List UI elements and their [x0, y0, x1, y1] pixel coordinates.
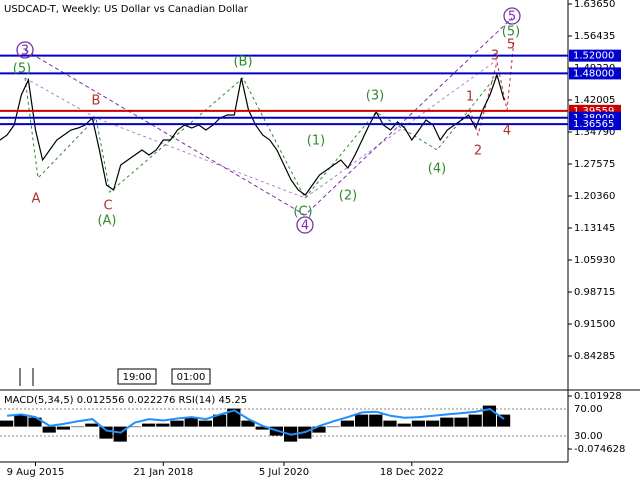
y-tick-label: 1.63650 — [574, 0, 615, 10]
wave-label: 3 — [491, 49, 499, 64]
macd-bar — [99, 426, 113, 439]
level-label: 1.36565 — [573, 119, 614, 130]
wave-label: (B) — [233, 55, 252, 70]
wave-label: (5) — [13, 62, 31, 77]
macd-bar — [170, 420, 184, 427]
wave-guide — [24, 74, 498, 199]
macd-bar — [142, 423, 156, 427]
wave-label: (5) — [502, 25, 520, 40]
macd-bar — [213, 414, 227, 427]
rsi-line — [7, 407, 505, 436]
y-tick-label: 1.20360 — [574, 191, 615, 202]
macd-bar — [42, 426, 56, 433]
macd-bar — [156, 423, 170, 427]
rsi-tick-label: 70.00 — [574, 404, 603, 415]
time-marker-box — [117, 368, 157, 385]
y-tick-label: 1.27575 — [574, 159, 615, 170]
x-tick-label: 21 Jan 2018 — [133, 467, 193, 478]
wave-guide — [24, 59, 498, 199]
macd-bar — [383, 420, 397, 427]
wave-label: A — [32, 192, 41, 207]
macd-bar — [440, 417, 454, 427]
wave-label: (3) — [366, 89, 384, 104]
wave-label: B — [92, 94, 101, 109]
wave-label: (1) — [307, 134, 325, 149]
wave-guide — [24, 17, 513, 216]
macd-bar — [454, 417, 468, 427]
macd-bar — [198, 420, 212, 427]
macd-bar — [127, 426, 141, 428]
y-tick-label: 1.42005 — [574, 95, 615, 106]
macd-bar — [0, 420, 14, 427]
chart-title: USDCAD-T, Weekly: US Dollar vs Canadian … — [4, 4, 249, 15]
level-label-box — [569, 67, 621, 80]
wave-label: 5 — [508, 10, 516, 25]
indicator-label: MACD(5,34,5) 0.012556 0.022276 RSI(14) 4… — [4, 395, 247, 406]
macd-bar — [326, 426, 340, 428]
macd-bar — [355, 414, 369, 427]
macd-bar — [312, 426, 326, 433]
x-tick-label: 5 Jul 2020 — [259, 467, 309, 478]
y-tick-label: 0.84285 — [574, 351, 615, 362]
macd-bar — [397, 423, 411, 427]
macd-bar — [28, 417, 42, 427]
macd-bar — [184, 417, 198, 427]
wave-label: 4 — [301, 219, 309, 234]
wave-label: 2 — [474, 144, 482, 159]
wave-label: 4 — [503, 124, 511, 139]
macd-bar — [369, 414, 383, 427]
macd-bar — [255, 426, 269, 430]
time-marker: 19:00 — [123, 372, 152, 383]
macd-bar — [85, 423, 99, 427]
level-label: 1.39559 — [573, 106, 614, 117]
wave-label: (A) — [97, 214, 116, 229]
level-label: 1.52000 — [573, 51, 614, 62]
y-tick-label: 0.91500 — [574, 319, 615, 330]
wave-label: 3 — [21, 44, 29, 59]
macd-bar — [71, 426, 85, 428]
y-tick-label: 1.56435 — [574, 31, 615, 42]
macd-tick-label: 0.101928 — [574, 391, 622, 402]
wave-label: C — [103, 199, 112, 214]
level-label-box — [569, 118, 621, 131]
level-label-box — [569, 49, 621, 62]
macd-bar — [14, 414, 28, 427]
x-tick-label: 18 Dec 2022 — [380, 467, 444, 478]
wave-label: (2) — [339, 189, 357, 204]
wave-circle — [503, 7, 521, 25]
macd-bar — [340, 420, 354, 427]
macd-bar — [56, 426, 70, 430]
level-label: 1.48000 — [573, 68, 614, 79]
macd-bar — [411, 420, 425, 427]
x-tick-label: 9 Aug 2015 — [7, 467, 65, 478]
macd-tick-label: -0.074628 — [574, 444, 625, 455]
macd-bar — [426, 420, 440, 427]
wave-guide — [469, 39, 515, 137]
wave-label: (4) — [428, 162, 446, 177]
y-tick-label: 1.13145 — [574, 223, 615, 234]
wave-label: 5 — [507, 38, 515, 53]
time-marker-box — [171, 368, 211, 385]
time-marker: 01:00 — [177, 372, 206, 383]
wave-circle — [296, 216, 314, 234]
rsi-tick-label: 30.00 — [574, 431, 603, 442]
wave-circle — [16, 41, 34, 59]
macd-bar — [468, 414, 482, 427]
y-tick-label: 0.98715 — [574, 287, 615, 298]
wave-label: (C) — [293, 205, 312, 220]
macd-bar — [241, 420, 255, 427]
y-tick-label: 1.05930 — [574, 255, 615, 266]
wave-label: 1 — [466, 90, 474, 105]
y-tick-label: 1.34790 — [574, 127, 615, 138]
